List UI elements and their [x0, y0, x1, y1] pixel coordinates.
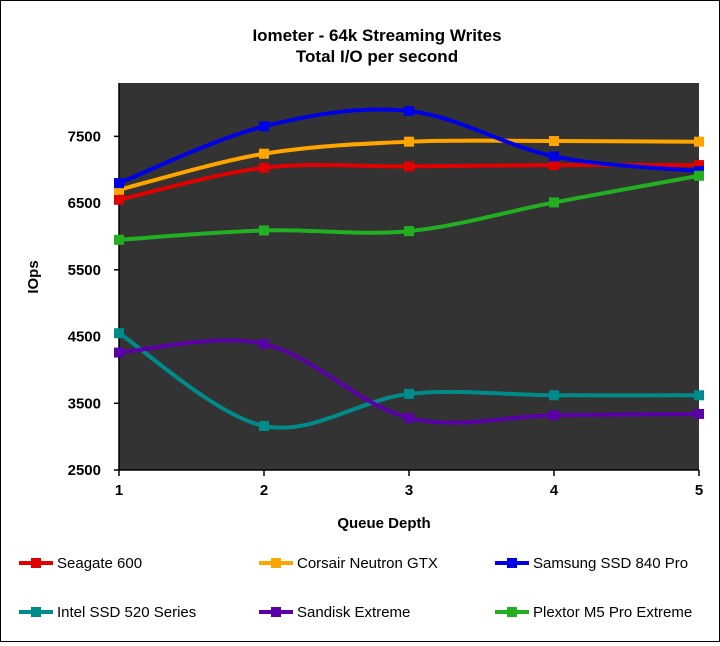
data-point-corsair-neutron-gtx	[549, 136, 559, 147]
x-axis: 1 2 3 4 5	[115, 469, 703, 499]
legend-label: Corsair Neutron GTX	[297, 555, 438, 572]
legend-item-samsung-ssd-840-pro: Samsung SSD 840 Pro	[495, 555, 688, 572]
data-point-samsung-ssd-840-pro	[549, 151, 559, 162]
data-point-plextor-m5-pro-extreme	[114, 234, 124, 245]
data-point-plextor-m5-pro-extreme	[549, 197, 559, 208]
y-axis-title: IOps	[25, 260, 42, 293]
data-point-sandisk-extreme	[694, 408, 704, 419]
data-point-plextor-m5-pro-extreme	[404, 226, 414, 237]
data-point-seagate-600	[549, 160, 559, 171]
data-point-plextor-m5-pro-extreme	[694, 170, 704, 181]
legend-item-plextor-m5-pro-extreme: Plextor M5 Pro Extreme	[495, 604, 692, 621]
data-point-seagate-600	[259, 162, 269, 173]
data-point-seagate-600	[114, 194, 124, 205]
x-tick-label: 2	[260, 482, 268, 499]
x-tick-label: 4	[550, 482, 559, 499]
data-point-corsair-neutron-gtx	[259, 148, 269, 159]
legend-swatch-marker	[31, 558, 41, 568]
x-tick-label: 3	[405, 482, 413, 499]
legend-item-intel-ssd-520-series: Intel SSD 520 Series	[19, 604, 196, 621]
legend-item-seagate-600: Seagate 600	[19, 555, 142, 572]
y-tick-label: 6500	[68, 195, 101, 212]
legend-label: Sandisk Extreme	[297, 604, 410, 621]
y-tick-label: 3500	[68, 395, 101, 412]
data-point-samsung-ssd-840-pro	[114, 178, 124, 189]
chart-subtitle: Total I/O per second	[296, 47, 458, 66]
legend-label: Intel SSD 520 Series	[57, 604, 196, 621]
legend-swatch-marker	[271, 607, 281, 617]
legend-item-corsair-neutron-gtx: Corsair Neutron GTX	[259, 555, 438, 572]
data-point-sandisk-extreme	[404, 412, 414, 423]
data-point-sandisk-extreme	[549, 410, 559, 421]
data-point-samsung-ssd-840-pro	[259, 121, 269, 132]
data-point-sandisk-extreme	[114, 347, 124, 358]
legend-swatch-marker	[271, 558, 281, 568]
x-tick-label: 5	[695, 482, 703, 499]
data-point-corsair-neutron-gtx	[114, 184, 124, 195]
legend: Seagate 600 Corsair Neutron GTX Samsung SS…	[19, 555, 692, 621]
legend-swatch-marker	[507, 607, 517, 617]
y-axis: 2500 3500 4500 5500 6500 7500	[68, 83, 120, 479]
data-point-seagate-600	[404, 161, 414, 172]
series-markers	[114, 106, 704, 431]
data-point-samsung-ssd-840-pro	[404, 106, 414, 117]
data-point-intel-ssd-520-series	[694, 390, 704, 401]
data-point-sandisk-extreme	[259, 338, 269, 349]
y-tick-label: 5500	[68, 262, 101, 279]
chart-title: Iometer - 64k Streaming Writes	[252, 26, 501, 45]
data-point-corsair-neutron-gtx	[694, 136, 704, 147]
data-point-plextor-m5-pro-extreme	[259, 225, 269, 236]
y-tick-label: 4500	[68, 329, 101, 346]
data-point-intel-ssd-520-series	[549, 390, 559, 401]
data-point-intel-ssd-520-series	[114, 328, 124, 339]
y-tick-label: 7500	[68, 128, 101, 145]
y-tick-label: 2500	[68, 462, 101, 479]
data-point-intel-ssd-520-series	[404, 388, 414, 399]
x-tick-label: 1	[115, 482, 123, 499]
data-point-seagate-600	[694, 160, 704, 171]
legend-item-sandisk-extreme: Sandisk Extreme	[259, 604, 410, 621]
legend-swatch-marker	[507, 558, 517, 568]
legend-label: Samsung SSD 840 Pro	[533, 555, 688, 572]
data-point-intel-ssd-520-series	[259, 420, 269, 431]
legend-swatch-marker	[31, 607, 41, 617]
x-axis-title: Queue Depth	[337, 515, 430, 532]
data-point-corsair-neutron-gtx	[404, 136, 414, 147]
legend-label: Seagate 600	[57, 555, 142, 572]
legend-label: Plextor M5 Pro Extreme	[533, 604, 692, 621]
